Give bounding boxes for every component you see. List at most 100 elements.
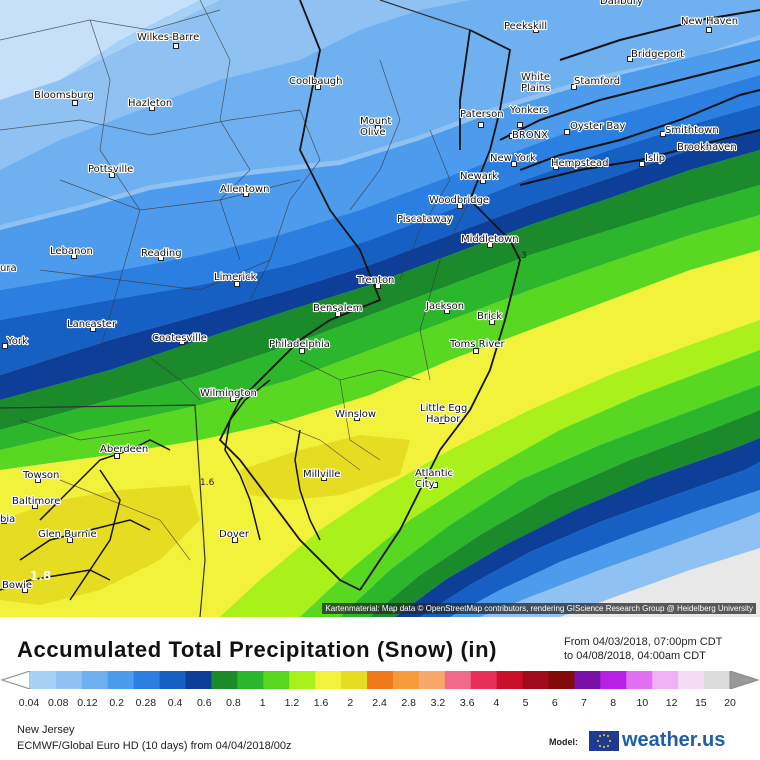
scale-swatch [341, 671, 368, 689]
scale-swatch [444, 671, 472, 689]
city-marker [444, 308, 450, 314]
city-marker [179, 339, 185, 345]
city-label: Danbury [600, 0, 643, 7]
city-marker [72, 100, 78, 106]
city-marker [158, 255, 164, 261]
band-none [560, 548, 760, 617]
model-run-info: ECMWF/Global Euro HD (10 days) from 04/0… [17, 740, 292, 752]
city-label: Newark [460, 171, 498, 182]
scale-tick-label: 0.2 [109, 697, 124, 709]
scale-swatch [367, 671, 394, 689]
city-label: Bowie [2, 580, 32, 591]
city-layer: Danbury New Haven Peekskill Wilkes-Barre Bri… [0, 0, 739, 593]
period-to: to 04/08/2018, 04:00am CDT [564, 650, 706, 662]
city-label: Brick [477, 311, 502, 322]
scale-tick-label: 5 [522, 697, 529, 709]
scale-tick-label: 3.6 [459, 697, 475, 709]
city-marker [517, 122, 523, 128]
city-label: Bridgeport [631, 49, 684, 60]
city-label: Little Egg Harbor [420, 403, 467, 425]
scale-tick-label: 0.28 [135, 697, 157, 709]
city-marker [1, 518, 7, 524]
scale-swatch [237, 671, 264, 689]
city-label: York [6, 336, 28, 347]
city-label: Allentown [220, 184, 269, 195]
brand-logo[interactable]: weather.us [622, 729, 726, 751]
city-label: Bensalem [313, 303, 362, 314]
band-0.6-south [370, 410, 760, 617]
scale-swatch [211, 671, 238, 689]
nj-border [218, 0, 521, 591]
band-0.08-south [480, 512, 760, 617]
city-marker [335, 311, 341, 317]
scale-tick-label: 0.8 [226, 697, 241, 709]
city-marker [375, 125, 381, 131]
city-marker [321, 475, 327, 481]
city-label: White Plains [521, 72, 550, 94]
city-label: Coatesville [152, 333, 207, 344]
city-marker [234, 281, 240, 287]
forecast-period: From 04/03/2018, 07:00pm CDT to 04/08/20… [564, 635, 722, 663]
city-marker [457, 203, 463, 209]
band-0.8-south [340, 385, 760, 617]
scale-tick-label: 4 [493, 697, 500, 709]
band-0.2 [0, 40, 760, 290]
city-label: Woodbridge [429, 195, 489, 206]
city-marker [71, 253, 77, 259]
city-label: Smithtown [665, 125, 719, 136]
scale-swatch [704, 671, 731, 689]
band-0.4-south [395, 438, 760, 617]
city-marker [553, 164, 559, 170]
city-label: Peekskill [504, 21, 547, 32]
band-0.28 [0, 75, 760, 320]
map-canvas: Danbury New Haven Peekskill Wilkes-Barre Bri… [0, 0, 760, 618]
city-label: Toms River [449, 339, 505, 350]
precipitation-map[interactable]: Danbury New Haven Peekskill Wilkes-Barre Bri… [0, 0, 760, 618]
city-label: Limerick [214, 272, 257, 283]
city-label: Hempstead [551, 158, 609, 169]
city-marker [487, 242, 493, 248]
period-from: From 04/03/2018, 07:00pm CDT [564, 636, 723, 648]
city-marker [706, 27, 712, 33]
scale-swatch [289, 671, 316, 689]
city-marker [173, 43, 179, 49]
region-name: New Jersey [17, 724, 75, 736]
scale-tick-label: 0.4 [167, 697, 183, 709]
legend-title: Accumulated Total Precipitation (Snow) (… [17, 637, 498, 662]
city-marker [35, 477, 41, 483]
band-0.6 [0, 130, 760, 400]
city-marker [90, 326, 96, 332]
city-label: New York [490, 153, 536, 164]
city-label: Lebanon [50, 246, 93, 257]
scale-swatch [470, 671, 498, 689]
scale-tick-label: 2.8 [401, 697, 417, 709]
band-1.2 [0, 215, 760, 470]
scale-tick-label: 15 [694, 697, 707, 709]
city-marker [639, 161, 645, 167]
city-label: Aberdeen [100, 444, 148, 455]
city-label: Baltimore [12, 496, 60, 507]
city-marker [114, 453, 120, 459]
scale-swatch [315, 671, 342, 689]
city-label: Jackson [425, 301, 464, 312]
scale-swatch [30, 671, 57, 689]
city-label: Philadelphia [269, 339, 330, 350]
city-marker [612, 0, 618, 3]
city-marker [571, 84, 577, 90]
city-label: Glen Burnie [38, 529, 97, 540]
band-1 [0, 185, 760, 450]
city-marker [149, 105, 155, 111]
city-marker [32, 503, 38, 509]
city-marker [243, 191, 249, 197]
scale-swatch [522, 671, 550, 689]
city-label: Bloomsburg [34, 90, 94, 101]
city-marker [529, 85, 535, 91]
contour-label-1-8: 1.8 [30, 569, 51, 583]
scale-swatch [159, 671, 187, 689]
scale-tick-label: 0.08 [47, 697, 69, 709]
scale-arrow-high [729, 671, 760, 689]
scale-tick-label: 0.04 [18, 697, 40, 709]
city-marker [299, 348, 305, 354]
scale-swatch [626, 671, 653, 689]
contour-label-1-6: 1.6 [200, 478, 215, 488]
